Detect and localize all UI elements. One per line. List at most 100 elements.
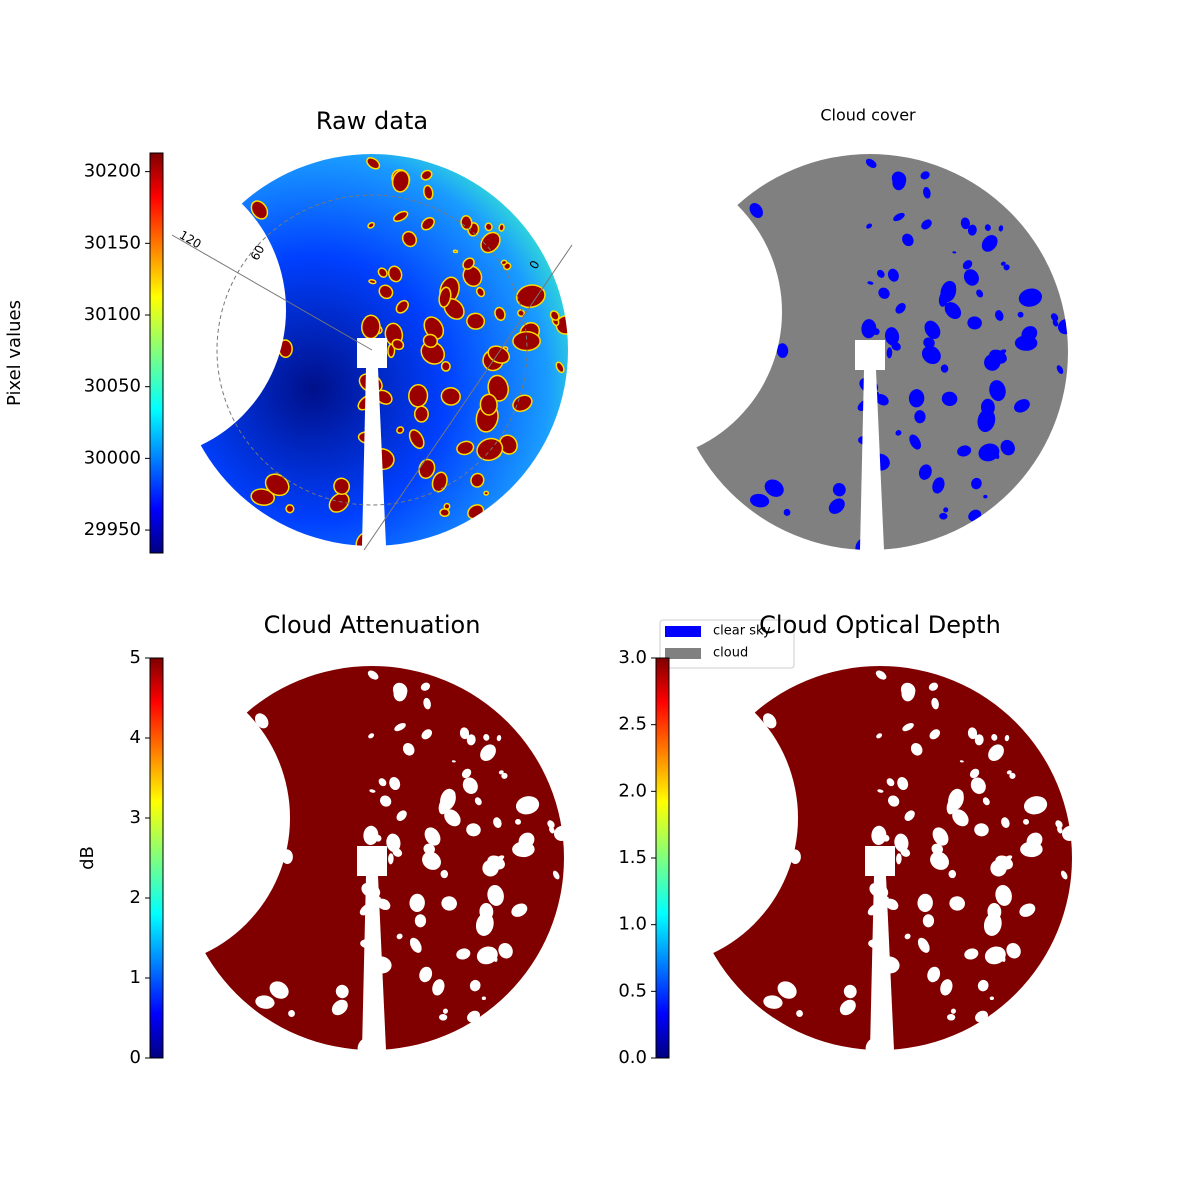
colorbar-tick-label: 2 (130, 887, 141, 908)
cloud-gap (893, 212, 905, 222)
cloud-gap (487, 884, 504, 906)
cloud-gap (938, 290, 949, 307)
cloud-gap (969, 768, 980, 779)
cloud-gap (442, 1008, 448, 1014)
cloud-gap (512, 394, 533, 413)
cloud-gap (762, 713, 777, 729)
cloud-gap (480, 744, 496, 762)
cloud-gap (876, 269, 885, 278)
panel-title: Cloud Optical Depth (759, 611, 1001, 639)
colorbar (655, 657, 670, 1059)
cloud-gap (1023, 818, 1030, 825)
cloud-gap (281, 849, 293, 864)
panel-title: Cloud Attenuation (264, 611, 481, 639)
cloud-gap (424, 827, 441, 846)
cloud-gap (921, 219, 932, 230)
cloud-gap (379, 795, 392, 807)
mast-head (357, 846, 387, 876)
cloud-gap (285, 504, 295, 514)
cloud-gap (887, 268, 899, 282)
sky-image (688, 666, 1078, 1055)
cloud-gap (395, 299, 409, 314)
cloud-gap (984, 224, 991, 231)
cloud-gap (974, 823, 989, 837)
mast-pole (362, 368, 386, 546)
cloud-gap (288, 1010, 295, 1017)
mast-pole (860, 370, 884, 550)
cloud-gap (378, 284, 394, 300)
cloud-gap (974, 734, 984, 746)
cloud-gap (924, 320, 941, 339)
cloud-gap (900, 848, 911, 857)
legend-swatch (665, 648, 701, 659)
cloud-gap (552, 870, 560, 880)
cloud-gap (832, 482, 846, 497)
cloud-gap (368, 733, 375, 739)
cloud-gap (1017, 311, 1024, 318)
cloud-gap (414, 914, 427, 928)
cloud-gap (789, 849, 801, 864)
cloud-gap (904, 810, 915, 821)
cloud-gap (968, 509, 982, 522)
cloud-gap (476, 437, 504, 462)
cloud-gap (1055, 820, 1063, 829)
cloud-gap (515, 818, 522, 825)
polar-axis (363, 244, 573, 551)
cloud-gap (981, 235, 998, 252)
cloud-gap (254, 713, 269, 729)
cloud-gap (1003, 264, 1010, 271)
colorbar-tick-label: 4 (130, 727, 141, 748)
cloud-gap (393, 210, 409, 223)
cloud-gap (865, 158, 877, 168)
cloud-gap (939, 512, 948, 520)
cloud-gap (960, 217, 971, 230)
cloud-gap (388, 853, 394, 865)
colorbar-tick-label: 30100 (84, 304, 141, 325)
cloud-gap (487, 855, 505, 870)
cloud-gap (891, 342, 901, 351)
cloud-gap (393, 684, 408, 702)
cloud-gap (918, 464, 932, 480)
cloud-gap (928, 682, 939, 691)
cloud-gap (950, 1008, 956, 1014)
colorbar (149, 152, 164, 554)
cloud-gap (895, 303, 906, 314)
cloud-gap (432, 979, 445, 996)
cloud-gap (940, 979, 953, 996)
cloud-gap (931, 697, 939, 710)
cloud-gap (1057, 826, 1063, 834)
cloud-gap (1014, 335, 1038, 351)
cloud-gap (377, 267, 388, 278)
cloud-gap (923, 187, 931, 199)
cloud-gap (479, 903, 494, 921)
mast-pole (362, 876, 386, 1050)
cloud-gap (475, 286, 486, 298)
cloud-gap (927, 966, 941, 983)
cloud-gap (459, 727, 470, 740)
cloud-gap (333, 477, 351, 496)
cloud-gap (378, 778, 387, 787)
cloud-gap (409, 893, 425, 913)
cloud-gap (962, 260, 973, 270)
cloud-gap (423, 184, 434, 200)
cloud-gap (948, 869, 957, 879)
cloud-gap (1000, 439, 1015, 456)
cloud-gap (391, 169, 410, 193)
cloud-gap (998, 225, 1004, 232)
cloud-gap (549, 826, 555, 834)
cloud-gap (439, 508, 450, 517)
cloud-gap (547, 820, 555, 829)
cloud-gap (439, 1013, 448, 1021)
cloud-gap (1006, 942, 1021, 959)
cloud-gap (479, 393, 498, 416)
cloud-gap (549, 310, 560, 321)
cloud-gap (377, 898, 391, 911)
cloud-gap (467, 1010, 481, 1023)
cloud-gap (1020, 841, 1043, 858)
cloud-gap (250, 200, 269, 220)
cloud-gap (456, 440, 475, 456)
cloud-gap (328, 492, 350, 513)
cloud-gap (921, 345, 941, 365)
cloud-gap (1006, 770, 1012, 775)
cloud-gap (498, 942, 513, 959)
